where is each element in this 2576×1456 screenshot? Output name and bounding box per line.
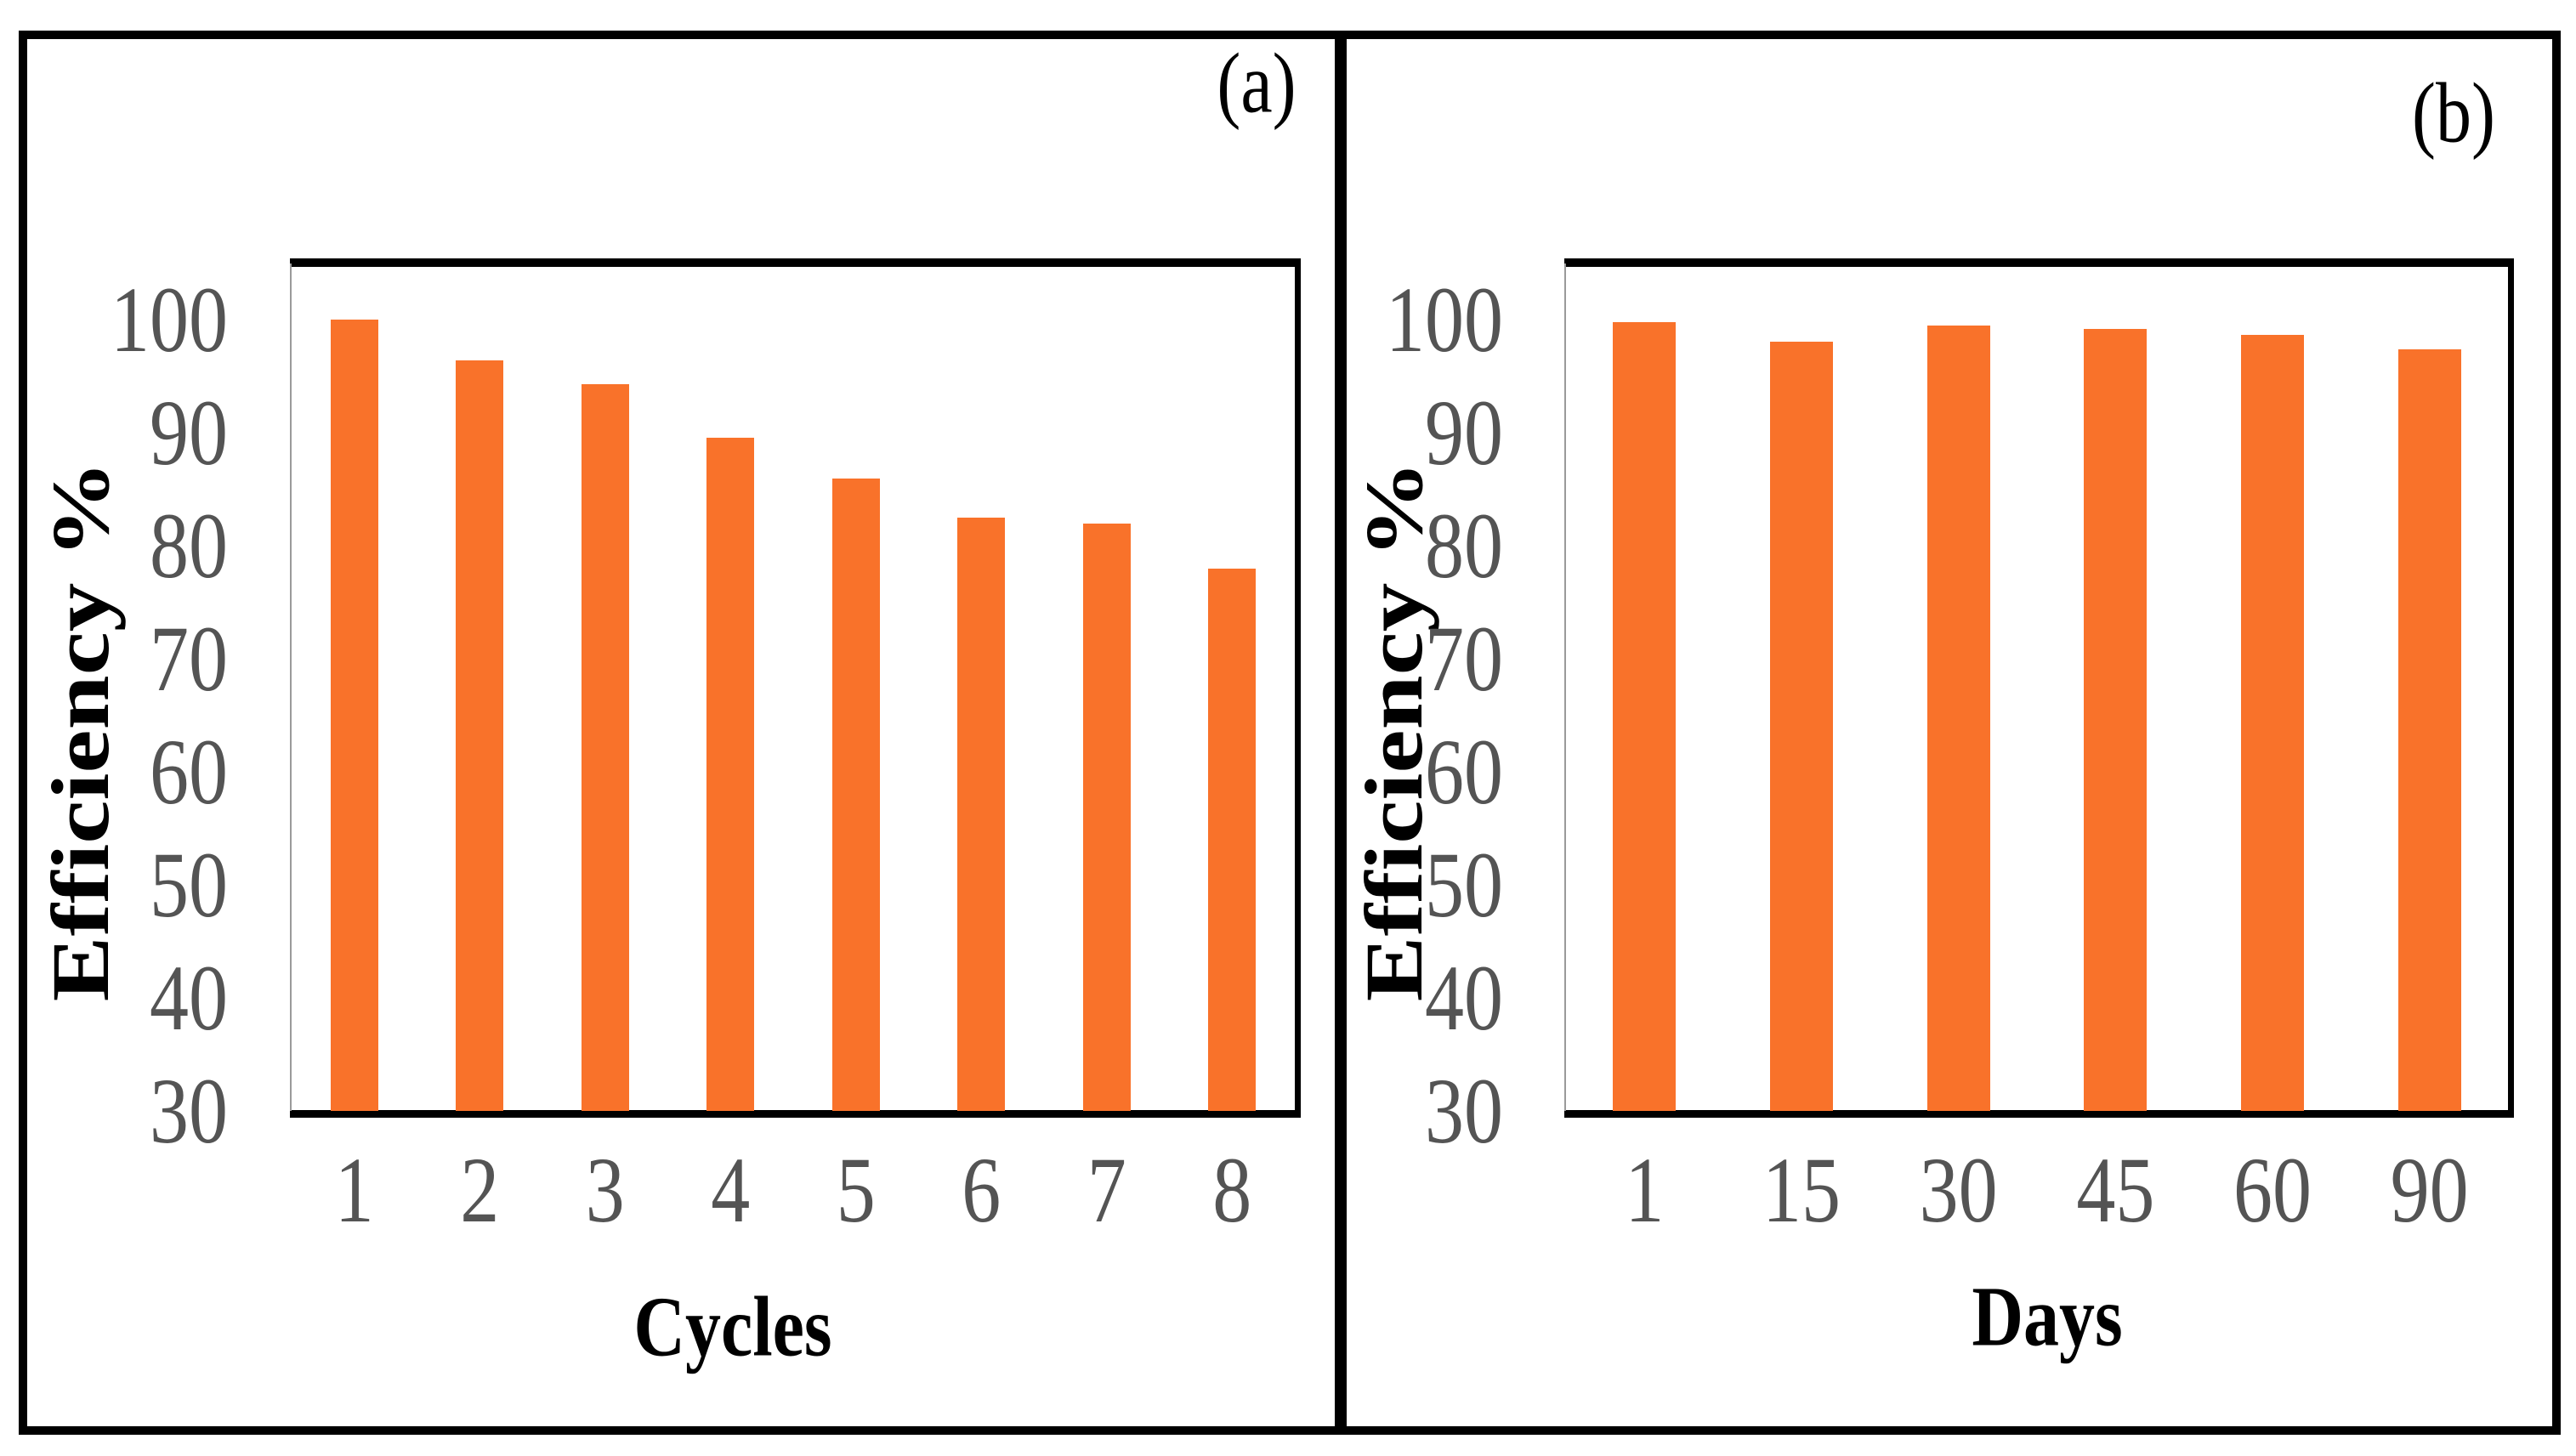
x-axis-title-b: Days bbox=[1972, 1269, 2123, 1365]
x-axis-line-a bbox=[290, 1110, 1301, 1118]
y-tick-label-90: 90 bbox=[150, 381, 228, 485]
x-tick-label-15: 15 bbox=[1762, 1137, 1841, 1243]
x-tick-label-3: 3 bbox=[585, 1137, 625, 1243]
panel-divider bbox=[1335, 31, 1347, 1435]
bar-5 bbox=[831, 478, 880, 1111]
figure-border bbox=[19, 31, 2561, 1435]
y-tick-label-70: 70 bbox=[150, 607, 228, 711]
right-spine-a bbox=[1295, 258, 1301, 1118]
y-tick-label-50: 50 bbox=[1425, 832, 1503, 938]
plot-area-a bbox=[292, 263, 1295, 1111]
y-tick-label-80: 80 bbox=[150, 494, 228, 598]
bar-4 bbox=[706, 437, 755, 1111]
x-tick-label-2: 2 bbox=[460, 1137, 500, 1243]
x-axis-title-a: Cycles bbox=[633, 1279, 832, 1375]
bar-3 bbox=[581, 384, 629, 1111]
bar-15 bbox=[1770, 341, 1833, 1111]
x-tick-label-30: 30 bbox=[1919, 1137, 1998, 1243]
bar-90 bbox=[2397, 349, 2461, 1111]
y-tick-label-100: 100 bbox=[1386, 268, 1503, 372]
bar-45 bbox=[2084, 329, 2148, 1111]
x-tick-label-45: 45 bbox=[2076, 1137, 2155, 1243]
x-axis-line-b bbox=[1564, 1110, 2514, 1118]
bar-1 bbox=[1613, 322, 1677, 1111]
y-tick-label-80: 80 bbox=[1425, 494, 1503, 598]
y-tick-label-70: 70 bbox=[1425, 607, 1503, 711]
y-axis-line-a bbox=[290, 263, 292, 1111]
y-tick-label-90: 90 bbox=[1425, 381, 1503, 485]
y-tick-label-30: 30 bbox=[1425, 1058, 1503, 1164]
bar-7 bbox=[1082, 523, 1131, 1111]
y-tick-label-60: 60 bbox=[150, 719, 228, 824]
y-tick-label-30: 30 bbox=[150, 1058, 228, 1164]
x-tick-label-60: 60 bbox=[2233, 1137, 2312, 1243]
y-tick-label-100: 100 bbox=[111, 268, 228, 372]
bar-8 bbox=[1208, 568, 1257, 1111]
x-tick-label-8: 8 bbox=[1212, 1137, 1252, 1243]
top-spine-b bbox=[1564, 258, 2514, 267]
panel-label-b: (b) bbox=[2412, 65, 2495, 161]
bar-30 bbox=[1926, 326, 1990, 1111]
y-tick-label-60: 60 bbox=[1425, 719, 1503, 824]
y-axis-line-b bbox=[1564, 263, 1566, 1111]
y-tick-label-40: 40 bbox=[1425, 945, 1503, 1051]
x-tick-label-5: 5 bbox=[836, 1137, 876, 1243]
x-tick-label-7: 7 bbox=[1087, 1137, 1126, 1243]
top-spine-a bbox=[290, 258, 1301, 267]
right-spine-b bbox=[2508, 258, 2514, 1118]
bar-6 bbox=[957, 518, 1006, 1111]
x-tick-label-6: 6 bbox=[962, 1137, 1001, 1243]
y-tick-label-50: 50 bbox=[150, 832, 228, 938]
x-tick-label-4: 4 bbox=[711, 1137, 751, 1243]
x-tick-label-90: 90 bbox=[2390, 1137, 2469, 1243]
bar-60 bbox=[2241, 334, 2304, 1111]
bar-2 bbox=[456, 360, 504, 1111]
panel-label-a: (a) bbox=[1217, 36, 1297, 132]
x-tick-label-1: 1 bbox=[334, 1137, 374, 1243]
bar-1 bbox=[330, 320, 378, 1111]
y-tick-label-40: 40 bbox=[150, 945, 228, 1051]
plot-area-b bbox=[1566, 263, 2508, 1111]
x-tick-label-1: 1 bbox=[1625, 1137, 1665, 1243]
